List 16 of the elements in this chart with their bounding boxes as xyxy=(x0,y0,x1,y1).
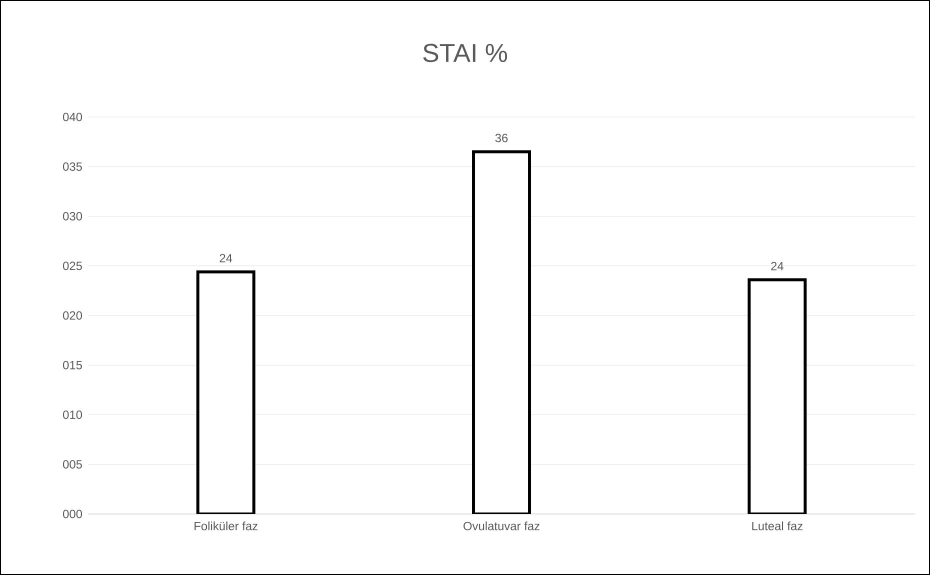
x-tick-label: Luteal faz xyxy=(752,522,802,530)
y-tick-label: 000 xyxy=(63,510,82,518)
x-tick-label: Ovulatuvar faz xyxy=(464,522,540,530)
y-tick-label: 010 xyxy=(63,410,82,419)
y-tick-label: 025 xyxy=(63,262,82,270)
y-tick-label: 020 xyxy=(63,311,82,320)
data-label: 24 xyxy=(220,254,232,262)
y-tick-label: 015 xyxy=(63,360,82,370)
chart-title: STAI % xyxy=(423,44,508,62)
y-tick-label: 030 xyxy=(63,212,82,220)
y-tick-label: 005 xyxy=(63,460,82,469)
y-tick-label: 040 xyxy=(63,112,82,122)
data-label: 24 xyxy=(771,262,784,270)
x-tick-label: Foliküler faz xyxy=(194,522,258,530)
data-label: 36 xyxy=(495,134,508,142)
y-tick-label: 035 xyxy=(63,162,82,171)
